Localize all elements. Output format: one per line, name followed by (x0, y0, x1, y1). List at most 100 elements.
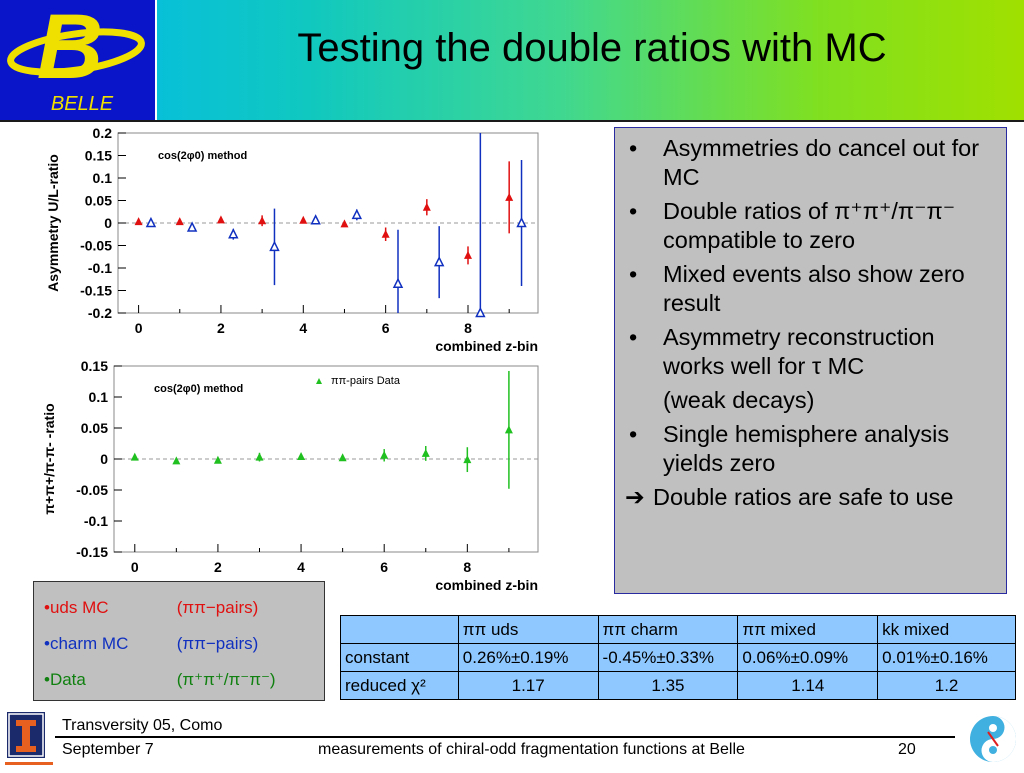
legend-label: •uds MC (44, 598, 109, 617)
table-cell: 0.01%±0.16% (877, 643, 1016, 672)
ul-ratio-chart: 0.2 0.15 0.1 0.05 0 -0.05 -0.1 -0.15 -0.2 0 2 4 6 8 co… (40, 125, 540, 360)
bullet-item: • Asymmetry reconstruction works well fo… (625, 323, 996, 415)
data-point (299, 215, 308, 224)
x-tick-label: 0 (131, 559, 139, 575)
legend-entry: ππ-pairs Data (331, 375, 401, 387)
bullet-marker: • (629, 324, 638, 350)
table-cell: 0.26%±0.19% (457, 643, 599, 672)
y-tick-label: 0.05 (85, 193, 112, 209)
bullet-list: • Asymmetries do cancel out for MC • Dou… (614, 127, 1007, 594)
bullet-text: Double ratios of π⁺π⁺/π⁻π⁻ compatible to… (663, 198, 956, 253)
x-tick-label: 8 (464, 320, 472, 336)
legend-detail: (π⁺π⁺/π⁻π⁻) (176, 670, 276, 689)
y-tick-label: 0.1 (89, 389, 109, 405)
footer-conference: Transversity 05, Como September 7 (62, 714, 222, 762)
belle-logo-text: BELLE (51, 93, 114, 115)
legend-label: •charm MC (44, 634, 129, 653)
table-cell: reduced χ² (340, 671, 459, 700)
x-tick-label: 8 (463, 559, 471, 575)
double-ratio-chart: 0.15 0.1 0.05 0 -0.05 -0.1 -0.15 0 2 4 6 8 combined … (40, 358, 540, 603)
table-header-cell: kk mixed (877, 615, 1016, 644)
x-tick-label: 6 (382, 320, 390, 336)
bullet-item: • Double ratios of π⁺π⁺/π⁻π⁻ compatible … (625, 197, 996, 255)
university-logo (5, 710, 53, 768)
data-point (145, 216, 157, 228)
data-point (433, 255, 445, 267)
x-tick-label: 2 (214, 559, 222, 575)
y-tick-label: -0.05 (80, 238, 112, 254)
legend-marker (316, 378, 322, 384)
bullet-text: Asymmetries do cancel out for MC (663, 135, 980, 190)
x-tick-label: 2 (217, 320, 225, 336)
y-tick-label: 0.15 (85, 148, 112, 164)
conclusion: ➔ Double ratios are safe to use (625, 483, 996, 512)
institute-logo (968, 714, 1018, 764)
table-header-cell (340, 615, 459, 644)
bullet-text: Mixed events also show zero result (663, 261, 965, 316)
bullet-item: • Single hemisphere analysis yields zero (625, 420, 996, 478)
table-cell: 1.35 (597, 671, 739, 700)
table-cell: 1.2 (877, 671, 1016, 700)
data-point (338, 453, 347, 462)
bullet-marker: • (629, 135, 638, 161)
data-point (421, 448, 430, 457)
y-tick-label: 0.1 (93, 170, 113, 186)
data-point (213, 455, 222, 464)
y-tick-label: -0.15 (76, 544, 108, 560)
legend-row-data: •Data (π⁺π⁺/π⁻π⁻) (44, 662, 314, 698)
footer-date: September 7 (62, 741, 154, 758)
y-axis-label: Asymmetry U/L-ratio (45, 154, 61, 292)
bullet-marker: • (629, 198, 638, 224)
data-point (475, 306, 486, 318)
bullet-marker: • (629, 421, 638, 447)
bullet-item: • Asymmetries do cancel out for MC (625, 134, 996, 192)
data-point (463, 455, 472, 464)
data-point (422, 202, 431, 211)
y-tick-label: -0.2 (88, 305, 112, 321)
x-tick-label: 6 (380, 559, 388, 575)
fit-results-table: ππ uds ππ charm ππ mixed kk mixed consta… (340, 615, 1016, 700)
legend-detail: (ππ−pairs) (176, 634, 259, 653)
legend-row-charm: •charm MC (ππ−pairs) (44, 626, 314, 662)
data-point (310, 214, 321, 225)
bullet-text: Single hemisphere analysis yields zero (663, 421, 950, 476)
bullet-text: Asymmetry reconstruction works well for … (663, 324, 935, 379)
data-point (516, 216, 527, 228)
data-point (297, 452, 306, 461)
data-point (380, 450, 389, 459)
table-row: reduced χ² 1.17 1.35 1.14 1.2 (340, 671, 1016, 700)
bullet-item: • Mixed events also show zero result (625, 260, 996, 318)
y-axis-label: π+π+/π-π- -ratio (41, 403, 57, 514)
data-point (381, 229, 390, 238)
legend-label: •Data (44, 670, 86, 689)
belle-logo: B BELLE (0, 0, 157, 120)
y-tick-label: 0 (100, 451, 108, 467)
table-header-cell: ππ mixed (737, 615, 879, 644)
x-axis-label: combined z-bin (435, 577, 538, 593)
data-point (258, 216, 267, 225)
page-number: 20 (898, 741, 916, 758)
data-point (175, 217, 184, 226)
title-bar: B BELLE Testing the double ratios with M… (0, 0, 1024, 120)
table-cell: 0.06%±0.09% (737, 643, 879, 672)
data-point (172, 456, 181, 465)
data-point (269, 240, 280, 252)
x-tick-label: 4 (299, 320, 307, 336)
footer-divider (55, 736, 955, 738)
footer-subtitle: measurements of chiral-odd fragmentation… (318, 741, 745, 758)
bullet-marker: • (629, 261, 638, 287)
table-row: constant 0.26%±0.19% -0.45%±0.33% 0.06%±… (340, 643, 1016, 672)
belle-logo-letter: B (37, 0, 103, 98)
y-tick-label: -0.1 (88, 260, 112, 276)
legend-row-uds: •uds MC (ππ−pairs) (44, 590, 314, 626)
y-tick-label: 0.05 (81, 420, 108, 436)
y-tick-label: -0.05 (76, 482, 108, 498)
table-header-cell: ππ charm (597, 615, 739, 644)
data-point (340, 219, 349, 228)
table-cell: -0.45%±0.33% (597, 643, 739, 672)
arrow-icon: ➔ (625, 484, 645, 510)
data-point (392, 277, 404, 288)
table-header-cell: ππ uds (457, 615, 599, 644)
data-point (216, 215, 225, 224)
data-point (228, 228, 239, 239)
